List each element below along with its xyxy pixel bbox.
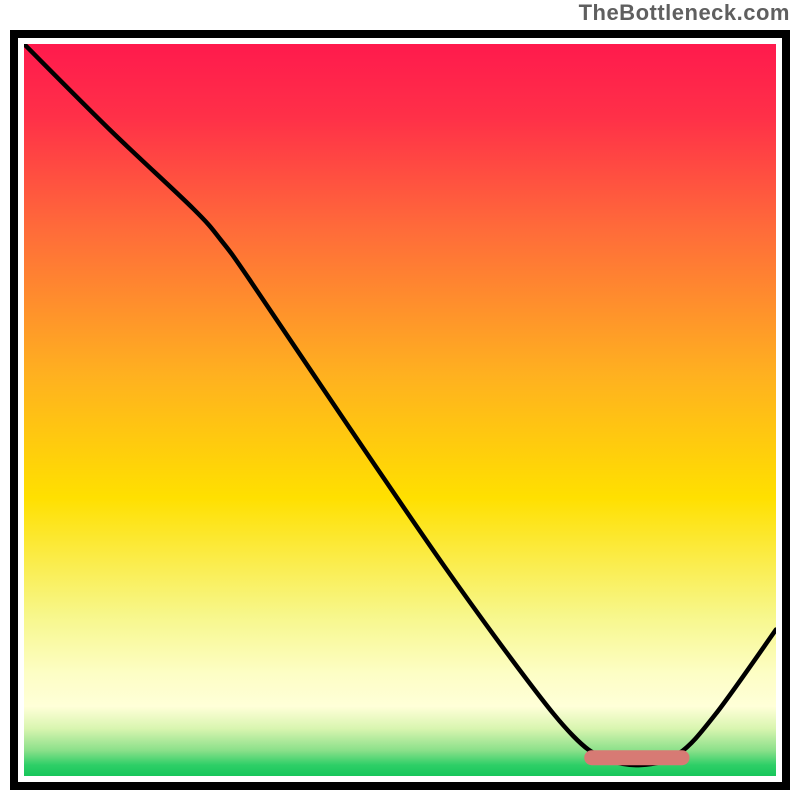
chart-root: TheBottleneck.com [0,0,800,800]
plot-area [24,44,776,776]
plot-svg [24,44,776,776]
gradient-background [24,44,776,776]
bottleneck-curve [24,44,776,765]
valley-marker [584,750,689,765]
attribution-text: TheBottleneck.com [579,0,790,26]
